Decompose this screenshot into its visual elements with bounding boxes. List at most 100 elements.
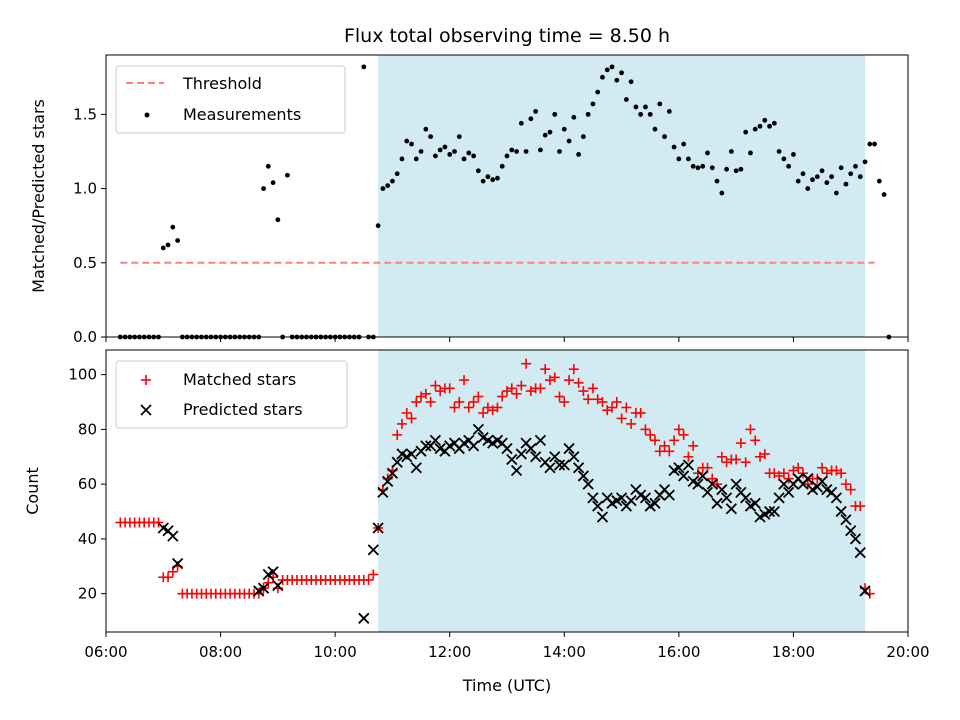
predicted-star-point xyxy=(267,566,279,578)
top-observing-window xyxy=(378,55,866,337)
matched-star-point xyxy=(840,479,851,490)
measurement-point xyxy=(437,147,443,153)
measurement-point xyxy=(390,178,395,184)
measurement-point xyxy=(518,120,524,126)
matched-star-point xyxy=(420,388,431,399)
measurement-point xyxy=(619,70,624,76)
bottom-legend-box xyxy=(115,360,348,429)
matched-star-point xyxy=(554,391,565,402)
predicted-star-point xyxy=(773,492,785,504)
matched-star-point xyxy=(621,402,632,413)
predicted-star-point xyxy=(706,478,718,490)
bottom-ytick-label: 100 xyxy=(68,366,97,384)
matched-star-point xyxy=(817,462,828,473)
measurement-point xyxy=(748,150,753,156)
measurement-point xyxy=(170,224,176,230)
matched-star-point xyxy=(607,402,618,413)
bottom-ytick-label: 20 xyxy=(78,585,97,603)
predicted-star-point xyxy=(544,462,556,474)
predicted-star-point xyxy=(558,459,570,471)
predicted-star-point xyxy=(716,483,728,496)
matched-star-point xyxy=(497,391,508,402)
predicted-star-point xyxy=(553,459,566,471)
predicted-star-point xyxy=(692,478,704,490)
measurement-point xyxy=(509,147,515,153)
measurement-point xyxy=(671,144,677,150)
measurement-point xyxy=(413,156,419,162)
matched-star-point xyxy=(664,446,675,457)
predicted-star-point xyxy=(506,453,518,466)
predicted-star-point xyxy=(778,478,790,490)
predicted-star-point xyxy=(372,522,384,534)
measurement-point xyxy=(485,174,491,180)
measurement-point xyxy=(604,67,610,73)
legend-predicted-swatch xyxy=(140,404,152,416)
measurement-point xyxy=(876,178,882,184)
measurement-point xyxy=(432,153,438,159)
legend-plus-marker xyxy=(141,375,151,385)
predicted-star-point xyxy=(725,503,738,515)
predicted-star-point xyxy=(420,440,432,452)
matched-star-point xyxy=(649,435,660,446)
predicted-star-point xyxy=(816,475,828,488)
predicted-star-point xyxy=(701,486,714,499)
measurement-point xyxy=(585,111,591,117)
measurement-point xyxy=(557,149,562,154)
matched-star-point xyxy=(716,451,727,462)
bottom-observing-window xyxy=(378,350,866,632)
measurement-point xyxy=(791,152,796,157)
measurement-point xyxy=(719,190,725,196)
matched-star-point xyxy=(263,577,274,588)
measurement-point xyxy=(786,163,792,169)
measurement-point xyxy=(175,238,181,243)
measurement-point xyxy=(781,156,787,162)
matched-stars-points xyxy=(115,358,875,599)
measurement-point xyxy=(552,111,558,117)
measurement-point xyxy=(561,126,567,132)
matched-star-point xyxy=(573,377,584,388)
matched-star-point xyxy=(778,468,789,479)
measurement-point xyxy=(261,186,266,191)
measurement-point xyxy=(447,152,453,157)
matched-star-point xyxy=(396,418,407,429)
predicted-star-point xyxy=(859,585,871,597)
measurement-point xyxy=(160,245,166,251)
matched-star-point xyxy=(153,517,164,528)
measurement-point xyxy=(838,165,844,171)
predicted-star-point xyxy=(596,511,609,523)
bottom-legend: Matched stars Predicted stars xyxy=(115,360,348,429)
measurement-point xyxy=(595,89,601,95)
predicted-star-point xyxy=(501,442,513,455)
xtick-label: 08:00 xyxy=(199,643,242,661)
top-x-ticks xyxy=(105,337,909,342)
measurement-point xyxy=(495,175,500,181)
matched-star-point xyxy=(659,440,670,451)
measurement-point xyxy=(767,123,772,129)
matched-star-point xyxy=(731,454,742,465)
predicted-star-point xyxy=(849,533,862,545)
matched-star-point xyxy=(540,364,551,375)
matched-star-point xyxy=(411,397,422,408)
chart-title: Flux total observing time = 8.50 h xyxy=(344,25,670,47)
matched-star-point xyxy=(740,457,751,468)
matched-star-point xyxy=(521,358,532,369)
matched-star-point xyxy=(468,397,479,408)
predicted-star-point xyxy=(639,492,652,504)
measurement-point xyxy=(265,163,271,169)
measurement-point xyxy=(576,152,582,157)
matched-star-point xyxy=(425,397,436,408)
xtick-label: 10:00 xyxy=(314,643,357,661)
measurement-point xyxy=(275,217,281,223)
predicted-star-point xyxy=(587,492,599,504)
predicted-star-point xyxy=(272,579,284,592)
predicted-star-point xyxy=(386,467,399,479)
predicted-star-point xyxy=(649,497,661,509)
measurement-point xyxy=(480,178,486,184)
measurement-point xyxy=(633,104,639,110)
xtick-label: 12:00 xyxy=(428,643,471,661)
matched-star-point xyxy=(392,429,403,440)
bottom-y-ticks: 20 40 60 80 100 xyxy=(68,366,106,603)
xtick-label: 20:00 xyxy=(886,643,929,661)
measurement-point xyxy=(628,79,634,85)
measurement-point xyxy=(862,159,868,165)
